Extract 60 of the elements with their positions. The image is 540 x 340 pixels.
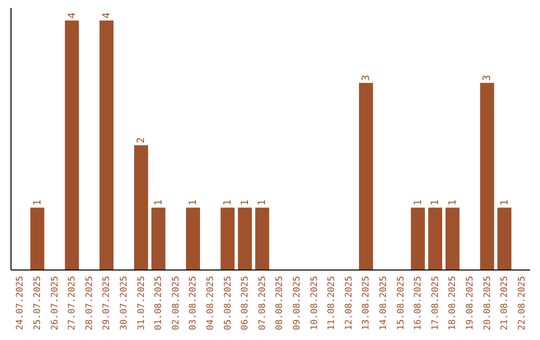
x-tick-label: 01.08.2025 <box>154 276 164 330</box>
x-tick-label: 19.08.2025 <box>465 276 476 330</box>
x-tick-label: 15.08.2025 <box>396 276 406 330</box>
x-tick-label: 22.08.2025 <box>517 276 528 330</box>
data-label: 1 <box>412 200 424 206</box>
x-tick-label: 09.08.2025 <box>292 276 302 330</box>
x-tick-label: 26.07.2025 <box>50 276 60 330</box>
data-label: 1 <box>257 200 268 206</box>
x-tick-label: 20.08.2025 <box>482 276 493 330</box>
x-tick-label: 31.07.2025 <box>136 276 147 330</box>
data-label: 3 <box>482 74 494 81</box>
bar <box>410 208 425 270</box>
x-tick-label: 03.08.2025 <box>188 276 199 330</box>
bar <box>480 82 494 270</box>
bar <box>497 208 512 270</box>
data-label: 3 <box>361 74 372 81</box>
data-label: 1 <box>32 200 44 206</box>
x-tick-label: 16.08.2025 <box>414 276 424 330</box>
data-label: 1 <box>430 200 442 206</box>
data-label: 1 <box>240 200 251 206</box>
bar <box>30 208 44 270</box>
x-tick-label: 29.07.2025 <box>102 276 112 330</box>
bar <box>255 208 270 270</box>
bar <box>100 20 114 270</box>
x-tick-label: 30.07.2025 <box>119 276 130 330</box>
x-tick-label: 13.08.2025 <box>362 276 372 330</box>
bar <box>151 208 166 270</box>
data-label: 4 <box>66 12 78 18</box>
data-label: 1 <box>222 200 234 206</box>
x-tick-label: 17.08.2025 <box>430 276 441 330</box>
x-tick-label: 18.08.2025 <box>448 276 458 330</box>
bar <box>220 208 235 270</box>
bar <box>446 208 460 270</box>
x-tick-label: 24.07.2025 <box>16 276 26 330</box>
data-label: 4 <box>102 12 112 18</box>
x-tick-label: 08.08.2025 <box>275 276 286 330</box>
data-label: 2 <box>136 137 148 144</box>
x-tick-label: 10.08.2025 <box>310 276 320 330</box>
bar <box>359 82 373 270</box>
bar <box>238 208 252 270</box>
x-tick-label: 05.08.2025 <box>223 276 234 330</box>
x-tick-label: 07.08.2025 <box>258 276 268 330</box>
x-tick-label: 21.08.2025 <box>500 276 510 330</box>
x-tick-label: 14.08.2025 <box>378 276 389 330</box>
x-tick-label: 27.07.2025 <box>68 276 78 330</box>
x-tick-label: 25.07.2025 <box>32 276 43 330</box>
x-tick-label: 11.08.2025 <box>327 276 338 330</box>
data-label: 1 <box>499 200 510 206</box>
data-label: 1 <box>188 200 199 206</box>
bar <box>186 208 200 270</box>
data-label: 1 <box>153 200 164 206</box>
x-tick-label: 06.08.2025 <box>240 276 251 330</box>
bar <box>428 208 442 270</box>
bar <box>64 20 79 270</box>
x-tick-label: 12.08.2025 <box>344 276 354 330</box>
data-label: 1 <box>448 200 458 206</box>
bar <box>134 145 148 270</box>
x-tick-label: 02.08.2025 <box>171 276 182 330</box>
x-tick-label: 04.08.2025 <box>206 276 216 330</box>
x-tick-label: 28.07.2025 <box>84 276 95 330</box>
